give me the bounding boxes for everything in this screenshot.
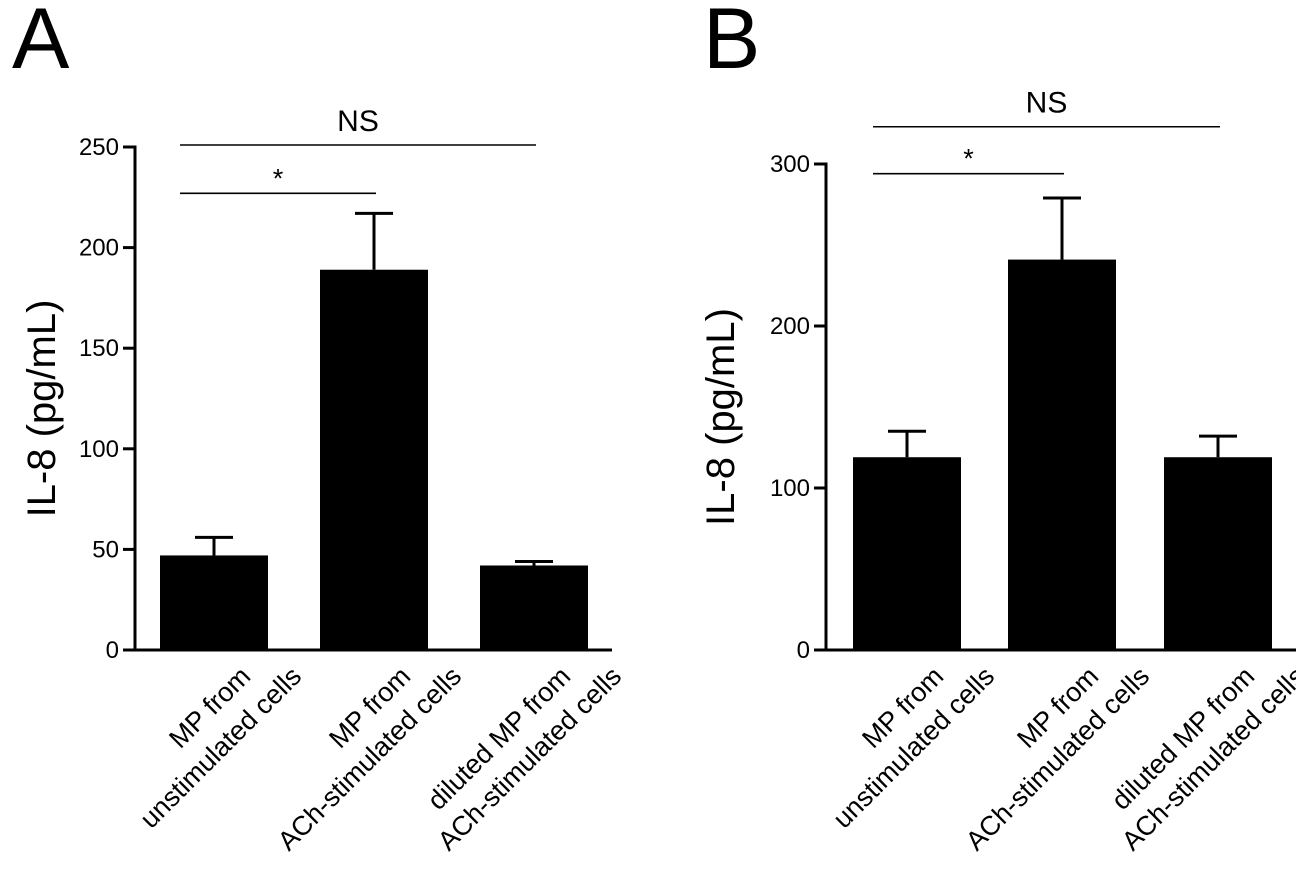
category-label: MP fromunstimulated cells	[109, 636, 307, 834]
bar	[480, 565, 588, 650]
y-tick-label: 200	[770, 313, 810, 340]
significance-label: *	[963, 144, 974, 174]
y-tick-label: 150	[79, 335, 119, 362]
y-tick-label: 200	[79, 235, 119, 262]
bar	[853, 457, 961, 650]
significance-label: *	[273, 163, 284, 193]
panel-letter: A	[12, 0, 70, 87]
y-tick-label: 100	[770, 475, 810, 502]
y-tick-label: 250	[79, 134, 119, 161]
bar	[160, 555, 268, 650]
category-label: MP fromACh-stimulated cells	[934, 636, 1155, 857]
panel-letter: B	[703, 0, 760, 87]
y-axis-label: IL-8 (pg/mL)	[699, 308, 743, 526]
y-tick-label: 100	[79, 436, 119, 463]
y-tick-label: 0	[106, 637, 119, 664]
category-label: diluted MP fromACh-stimulated cells	[1090, 636, 1296, 857]
y-tick-label: 300	[770, 151, 810, 178]
bar	[320, 269, 428, 650]
bar	[1008, 259, 1116, 650]
y-tick-label: 50	[92, 536, 119, 563]
panel-b: B 0 100 200 300 IL-8 (pg/mL) MP fromunstimulat…	[699, 0, 1296, 856]
significance-label: NS	[1026, 87, 1068, 120]
significance-label: NS	[337, 105, 379, 138]
y-axis-label: IL-8 (pg/mL)	[20, 300, 64, 518]
y-tick-label: 0	[797, 637, 810, 664]
panel-a: A 0 50 100 150 200 250 IL-8 (pg/mL) MP fromunsti…	[12, 0, 627, 856]
category-label: MP fromunstimulated cells	[802, 636, 1000, 834]
bar	[1164, 457, 1272, 650]
